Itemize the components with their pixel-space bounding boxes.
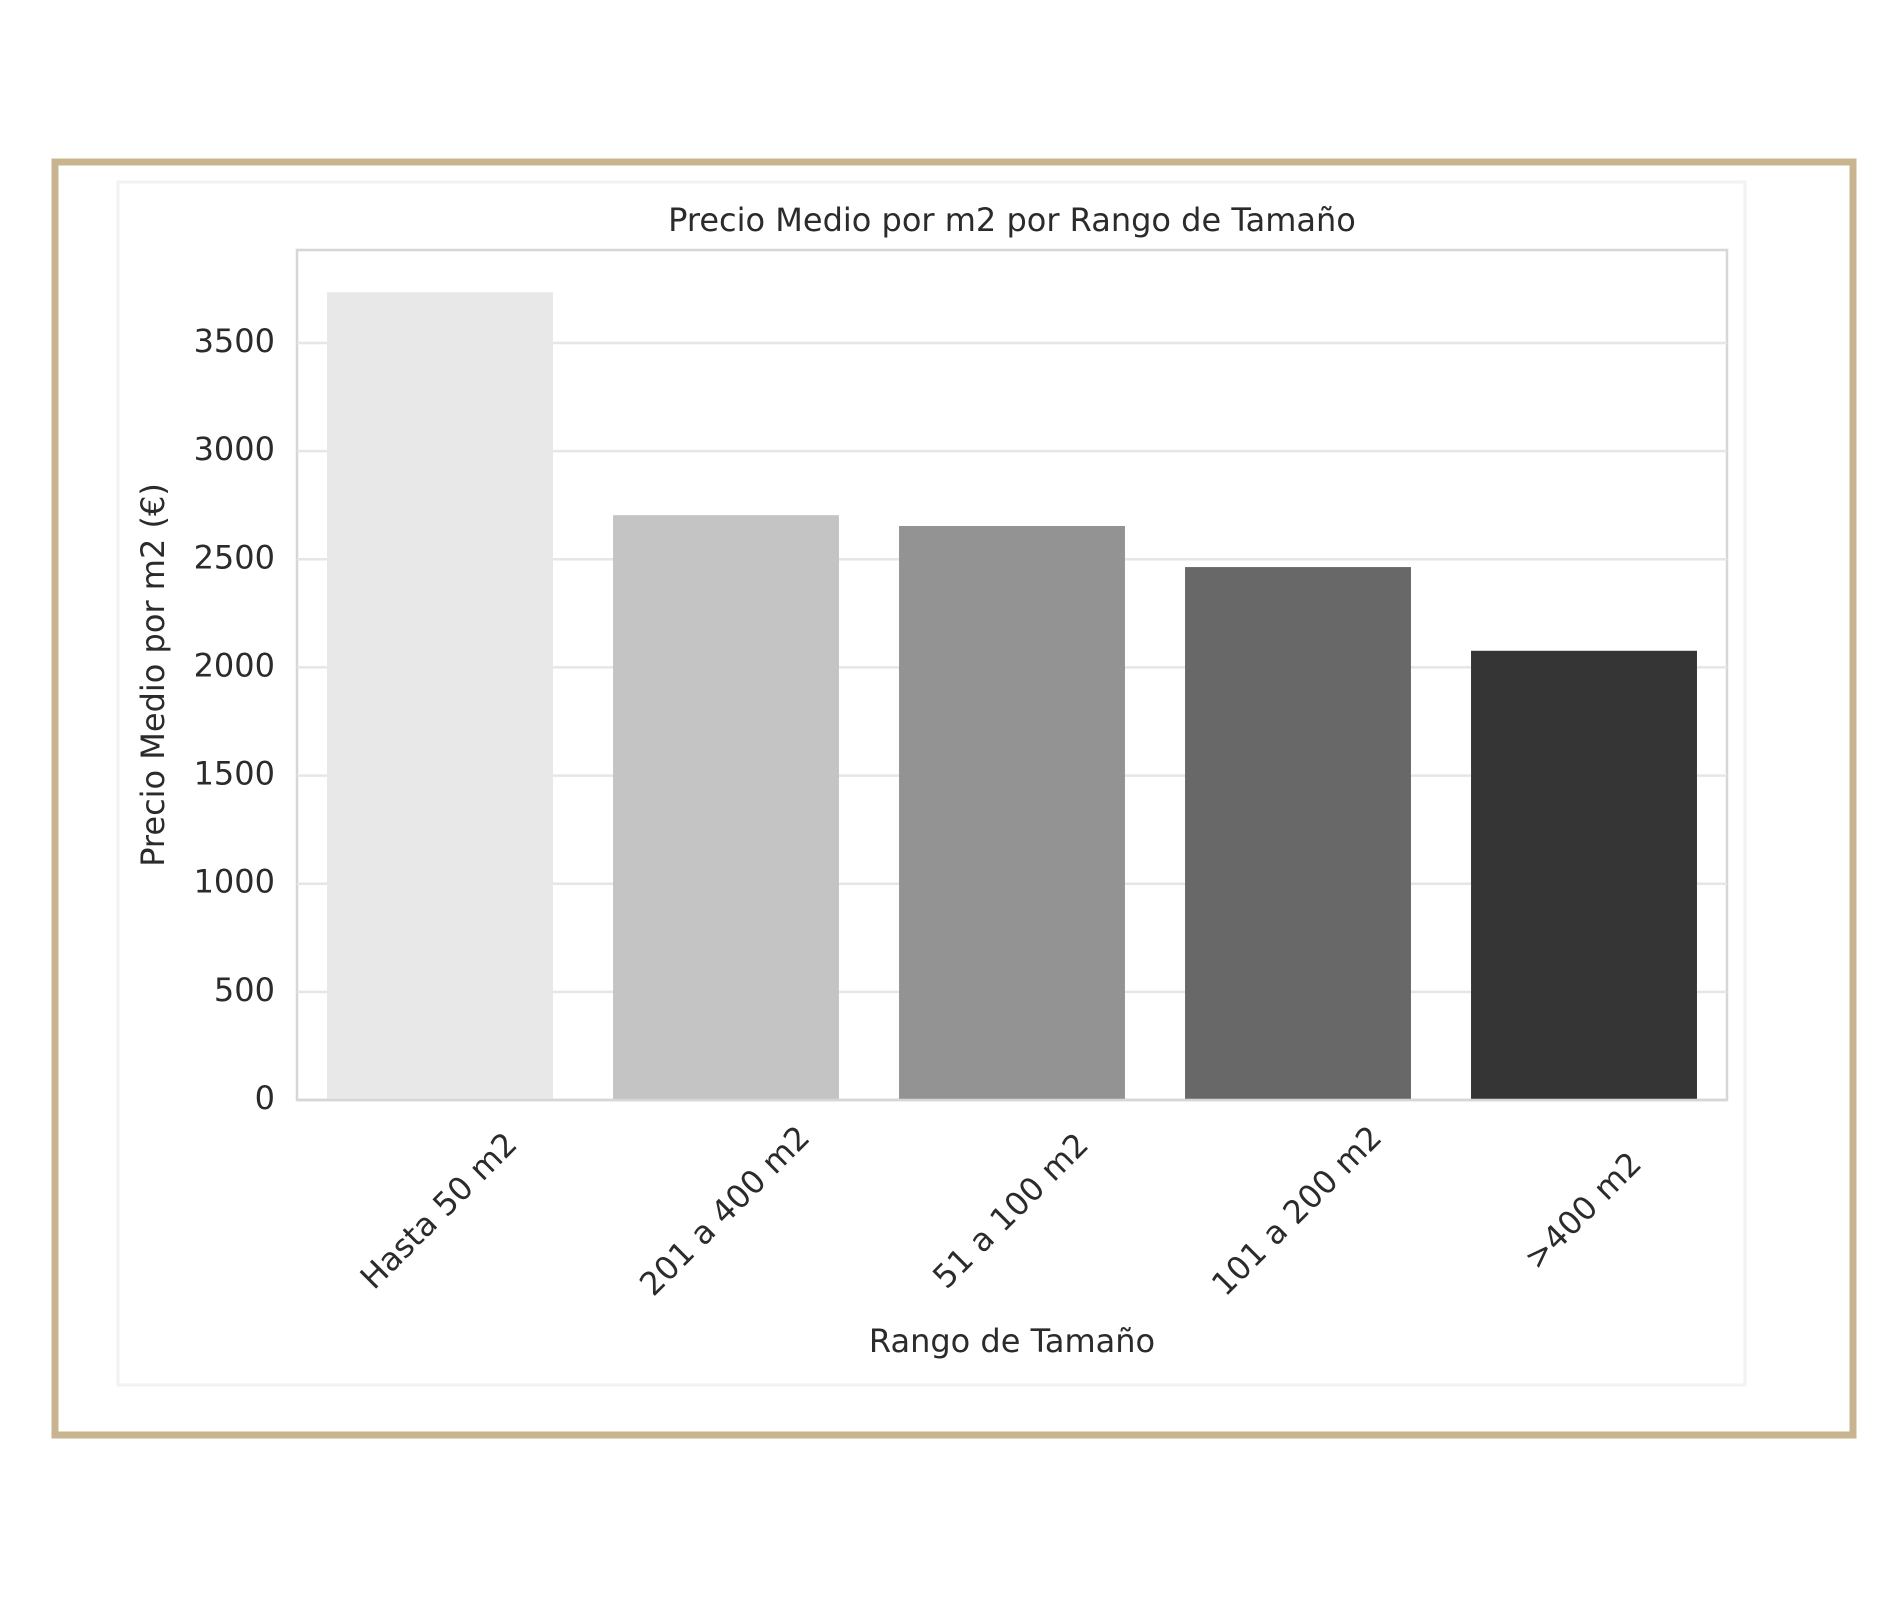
y-tick-label: 1000 [194,863,275,901]
y-tick-label: 3500 [194,322,275,360]
y-tick-label: 2000 [194,646,275,684]
y-tick-label: 2500 [194,538,275,576]
bar [613,515,839,1100]
y-tick-label: 0 [255,1079,275,1117]
x-axis-label: Rango de Tamaño [869,1322,1155,1360]
bar [1471,650,1697,1100]
y-tick-label: 500 [214,971,275,1009]
bar [899,525,1125,1100]
y-axis-label: Precio Medio por m2 (€) [134,483,172,867]
chart-title: Precio Medio por m2 por Rango de Tamaño [668,201,1356,239]
y-tick-label: 3000 [194,430,275,468]
bar [1185,567,1411,1100]
y-tick-label: 1500 [194,755,275,793]
bar [327,292,553,1101]
